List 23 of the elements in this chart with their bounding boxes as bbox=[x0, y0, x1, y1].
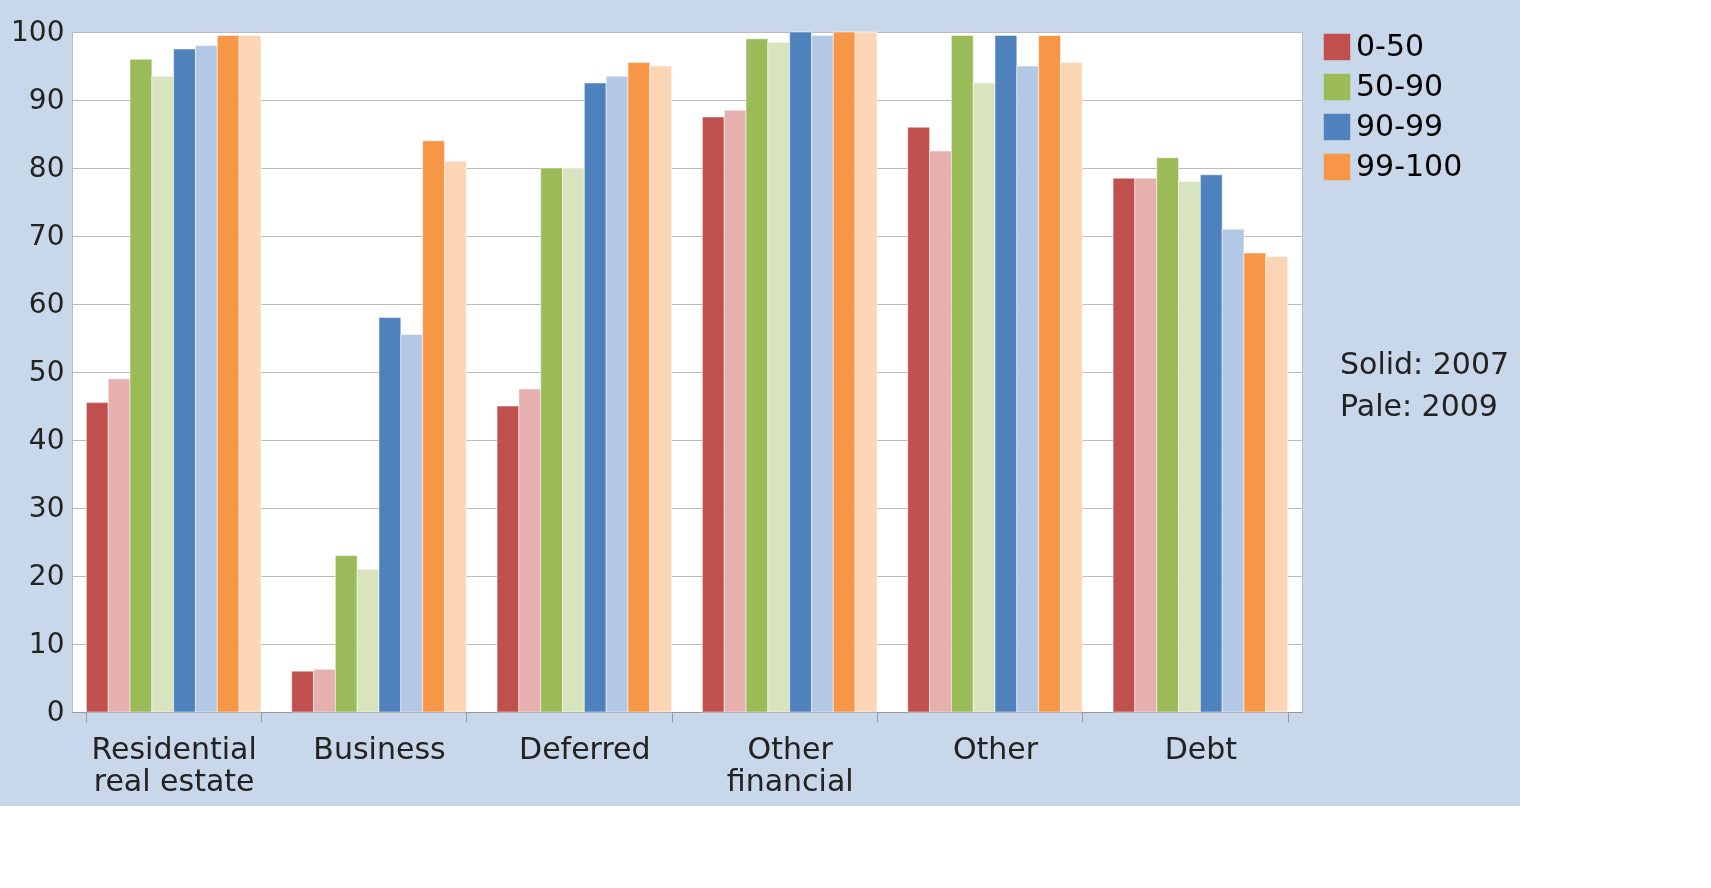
y-tick-label: 50 bbox=[28, 354, 65, 388]
y-tick-label: 40 bbox=[28, 422, 65, 456]
y-tick-label: 30 bbox=[28, 490, 65, 524]
text: Pale: 2009 bbox=[1340, 388, 1498, 424]
y-tick-label: 70 bbox=[28, 218, 65, 252]
x-tick-label: Business bbox=[313, 730, 446, 766]
y-tick-label: 60 bbox=[28, 286, 65, 320]
y-tick-label: 20 bbox=[28, 558, 65, 592]
x-tick-label: Residential real estate bbox=[91, 730, 257, 798]
legend-label: 50-90 bbox=[1356, 68, 1444, 103]
x-tick-label: Deferred bbox=[519, 730, 651, 766]
y-tick-label: 80 bbox=[28, 150, 65, 184]
x-tick-label: Debt bbox=[1164, 730, 1238, 766]
legend-label: 99-100 bbox=[1356, 148, 1463, 183]
x-tick-label: Other bbox=[952, 730, 1039, 766]
y-tick-label: 0 bbox=[46, 694, 65, 728]
text: Solid: 2007 bbox=[1340, 346, 1510, 382]
y-tick-label: 100 bbox=[11, 14, 65, 48]
legend-label: 0-50 bbox=[1356, 28, 1425, 63]
x-tick-label: Other financial bbox=[726, 730, 854, 798]
legend-label: 90-99 bbox=[1356, 108, 1444, 143]
y-tick-label: 10 bbox=[28, 626, 65, 660]
y-tick-label: 90 bbox=[28, 82, 65, 116]
